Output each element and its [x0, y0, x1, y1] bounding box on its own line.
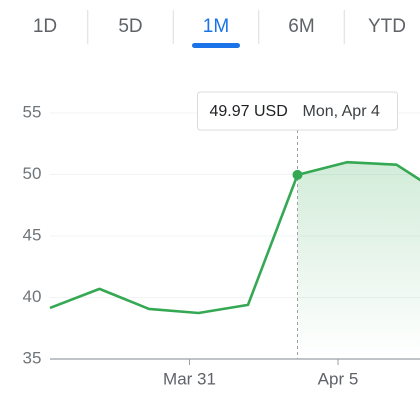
y-tick-label: 50	[23, 164, 42, 183]
range-tab[interactable]: YTD	[368, 16, 406, 37]
range-tab[interactable]: 5D	[118, 16, 142, 37]
hover-point	[292, 169, 303, 180]
y-tick-label: 55	[23, 102, 42, 121]
x-tick-label: Apr 5	[318, 369, 359, 388]
hover-area	[297, 162, 420, 359]
range-tabs: 1D 5D 1M 6M YTD	[33, 10, 406, 48]
y-tick-label: 35	[23, 348, 42, 367]
range-tab[interactable]: 1D	[33, 16, 57, 37]
tooltip-box	[197, 91, 398, 131]
plot: 35 40 45 50 55 Mar 31 Apr 5 49.97 USD Mon, Apr 4	[23, 91, 420, 388]
x-tick-label: Mar 31	[163, 369, 216, 388]
selected-underline	[192, 43, 240, 48]
price-line	[49, 160, 420, 315]
tooltip-date: Mon, Apr 4	[303, 103, 380, 120]
y-tick-label: 40	[23, 287, 42, 306]
range-tab[interactable]: 6M	[288, 16, 314, 37]
range-tab[interactable]: 1M	[203, 16, 229, 37]
y-tick-label: 45	[23, 225, 42, 244]
tooltip-value: 49.97 USD	[210, 103, 288, 120]
